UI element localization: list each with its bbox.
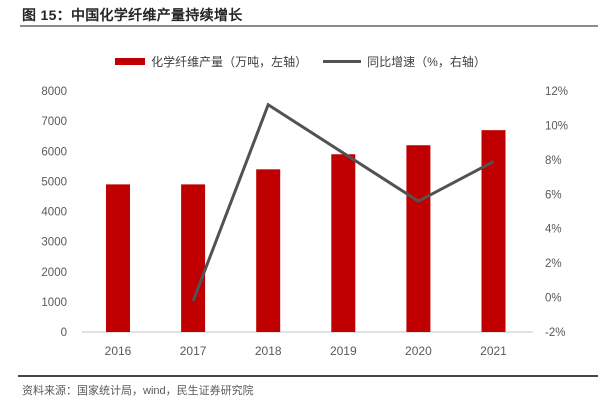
bar-2018 — [256, 169, 281, 332]
x-axis-label-2016: 2016 — [105, 344, 132, 358]
bar-swatch-icon — [115, 57, 146, 65]
line-swatch-icon — [323, 59, 362, 63]
chart-legend: 化学纤维产量（万吨，左轴） 同比增速（%，右轴） — [0, 52, 601, 70]
legend-label-production: 化学纤维产量（万吨，左轴） — [151, 54, 308, 69]
legend-item-production: 化学纤维产量（万吨，左轴） — [115, 53, 307, 70]
right-axis-tick: 8% — [545, 155, 562, 167]
left-axis-tick: 6000 — [41, 146, 67, 158]
right-axis-tick: 0% — [545, 293, 562, 305]
right-axis-tick: 10% — [545, 120, 568, 132]
right-axis-tick: 4% — [545, 224, 562, 236]
left-axis-tick: 4000 — [41, 207, 67, 219]
growth-line — [191, 102, 495, 302]
left-axis-tick: 7000 — [41, 116, 67, 128]
x-axis-label-2021: 2021 — [480, 344, 507, 358]
left-axis-tick: 8000 — [41, 86, 67, 98]
left-axis-tick: 5000 — [41, 176, 67, 188]
left-axis-tick: 0 — [61, 327, 67, 339]
bar-2020 — [406, 145, 431, 332]
legend-item-growth: 同比增速（%，右轴） — [323, 53, 486, 70]
x-axis-label-2019: 2019 — [330, 344, 357, 358]
legend-label-growth: 同比增速（%，右轴） — [367, 54, 486, 69]
right-axis-tick: 6% — [545, 189, 562, 201]
bar-2019 — [331, 154, 356, 332]
right-axis-tick: 2% — [545, 258, 562, 270]
source-note: 资料来源：国家统计局，wind，民生证券研究院 — [22, 385, 254, 397]
title-divider — [20, 25, 598, 27]
x-axis-label-2020: 2020 — [405, 344, 432, 358]
x-axis-label-2017: 2017 — [180, 344, 207, 358]
x-axis-label-2018: 2018 — [255, 344, 282, 358]
bar-2017 — [181, 184, 206, 332]
right-axis-tick: -2% — [545, 327, 565, 339]
left-axis-tick: 1000 — [41, 297, 67, 309]
bar-2016 — [106, 184, 130, 332]
right-axis-tick: 12% — [545, 86, 568, 98]
source-divider — [18, 375, 598, 377]
left-axis-tick: 2000 — [41, 267, 67, 279]
bar-2021 — [481, 130, 506, 332]
figure-title: 图 15：中国化学纤维产量持续增长 — [22, 7, 243, 23]
left-axis-tick: 3000 — [41, 237, 67, 249]
